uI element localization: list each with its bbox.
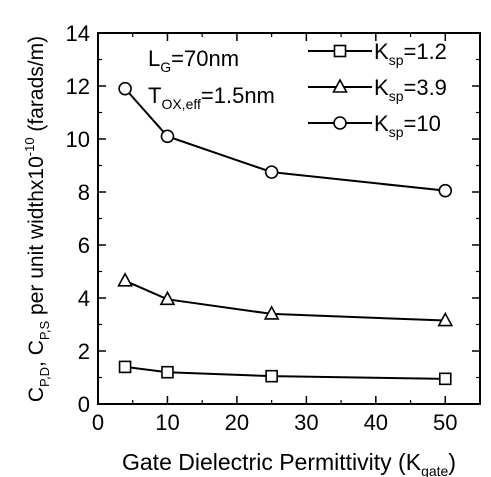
data-point [160, 129, 175, 144]
x-tick-label: 20 [225, 410, 249, 435]
axis-labels: Gate Dielectric Permittivity (Kgate) CP,D… [22, 36, 456, 477]
annotations: LG=70nm TOX,eff=1.5nm [148, 46, 275, 112]
data-point [263, 305, 280, 320]
data-point [265, 369, 278, 383]
y-tick-label: 2 [78, 339, 90, 364]
data-point [161, 365, 174, 379]
legend-entry: Ksp=1.2 [308, 39, 447, 68]
y-tick-label: 10 [66, 127, 90, 152]
y-tick-label: 12 [66, 74, 90, 99]
legend-label: Ksp=10 [374, 111, 441, 140]
legend-marker [332, 78, 348, 93]
y-tick-label: 0 [78, 392, 90, 417]
x-tick-label: 40 [364, 410, 388, 435]
series-group [117, 81, 454, 386]
y-tick-label: 8 [78, 180, 90, 205]
data-point [438, 372, 452, 386]
legend: Ksp=1.2 Ksp=3.9 Ksp=10 [308, 39, 447, 140]
series-line [124, 87, 446, 192]
series-line [124, 365, 446, 380]
y-tick-label: 4 [78, 286, 90, 311]
series-line [124, 279, 446, 322]
x-tick-label: 10 [155, 410, 179, 435]
legend-marker [333, 44, 347, 58]
legend-entry: Ksp=3.9 [308, 75, 447, 104]
y-tick-label: 14 [66, 21, 90, 46]
legend-marker [333, 116, 347, 130]
series-triangle [117, 272, 454, 327]
data-point [118, 360, 132, 374]
series-square [118, 360, 452, 386]
annotation-text: LG=70nm [148, 46, 239, 75]
data-point [117, 272, 133, 287]
ticks: 0 10 20 30 40 50 0 2 4 6 8 10 12 14 [66, 21, 480, 435]
y-axis-label: CP,D, CP,S per unit widthx10-10 (farads/… [22, 36, 52, 402]
x-tick-label: 50 [433, 410, 457, 435]
data-point [438, 183, 453, 198]
data-point [159, 290, 176, 306]
legend-entry: Ksp=10 [308, 111, 441, 140]
x-tick-label: 0 [92, 410, 104, 435]
legend-label: Ksp=3.9 [374, 75, 447, 104]
x-axis-label: Gate Dielectric Permittivity (Kgate) [122, 449, 456, 477]
annotation-text: TOX,eff=1.5nm [148, 83, 275, 112]
data-point [118, 81, 132, 96]
legend-label: Ksp=1.2 [374, 39, 447, 68]
data-point [437, 311, 454, 327]
y-tick-label: 6 [78, 233, 90, 258]
x-tick-label: 30 [294, 410, 318, 435]
data-point [264, 165, 279, 179]
series-circle [118, 81, 453, 198]
